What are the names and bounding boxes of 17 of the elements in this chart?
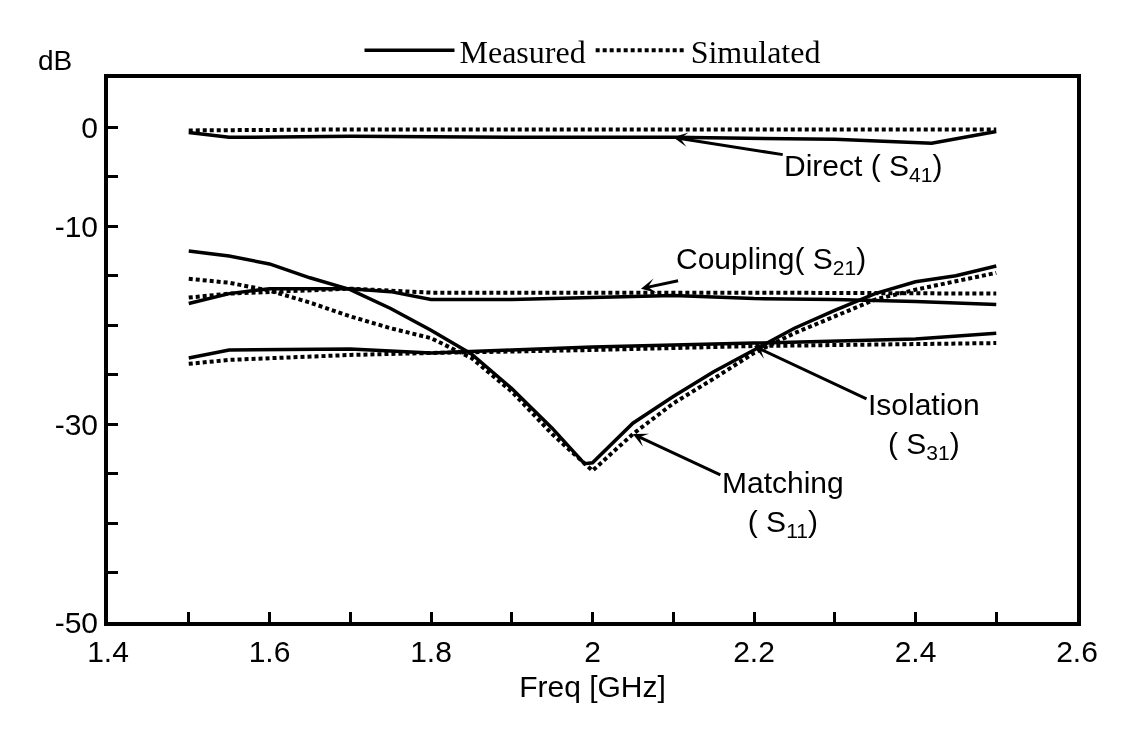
x-axis-title: Freq [GHz] [519, 670, 666, 703]
y-tick-label: 0 [81, 110, 98, 144]
annotation: Matching ( S$_{11}$) [722, 466, 844, 543]
x-tick-label: 1.8 [410, 635, 452, 668]
y-tick-label: -10 [54, 209, 98, 243]
annotation: Coupling( S$_{21}$) [676, 242, 867, 280]
x-tick-label: 2.2 [733, 635, 775, 668]
annotation: Isolation ( S$_{31}$) [868, 388, 980, 465]
y-tick-label: -30 [54, 407, 98, 441]
x-tick-label: 1.6 [248, 635, 291, 668]
x-tick-label: 2.4 [894, 635, 937, 668]
x-tick-label: 2.6 [1056, 635, 1098, 668]
legend-label: Measured [459, 33, 586, 70]
x-tick-label: 2 [584, 635, 601, 668]
y-axis-title: dB [38, 45, 73, 76]
legend-label: Simulated [690, 33, 821, 70]
annotation: Direct ( S$_{41}$) [784, 149, 943, 187]
